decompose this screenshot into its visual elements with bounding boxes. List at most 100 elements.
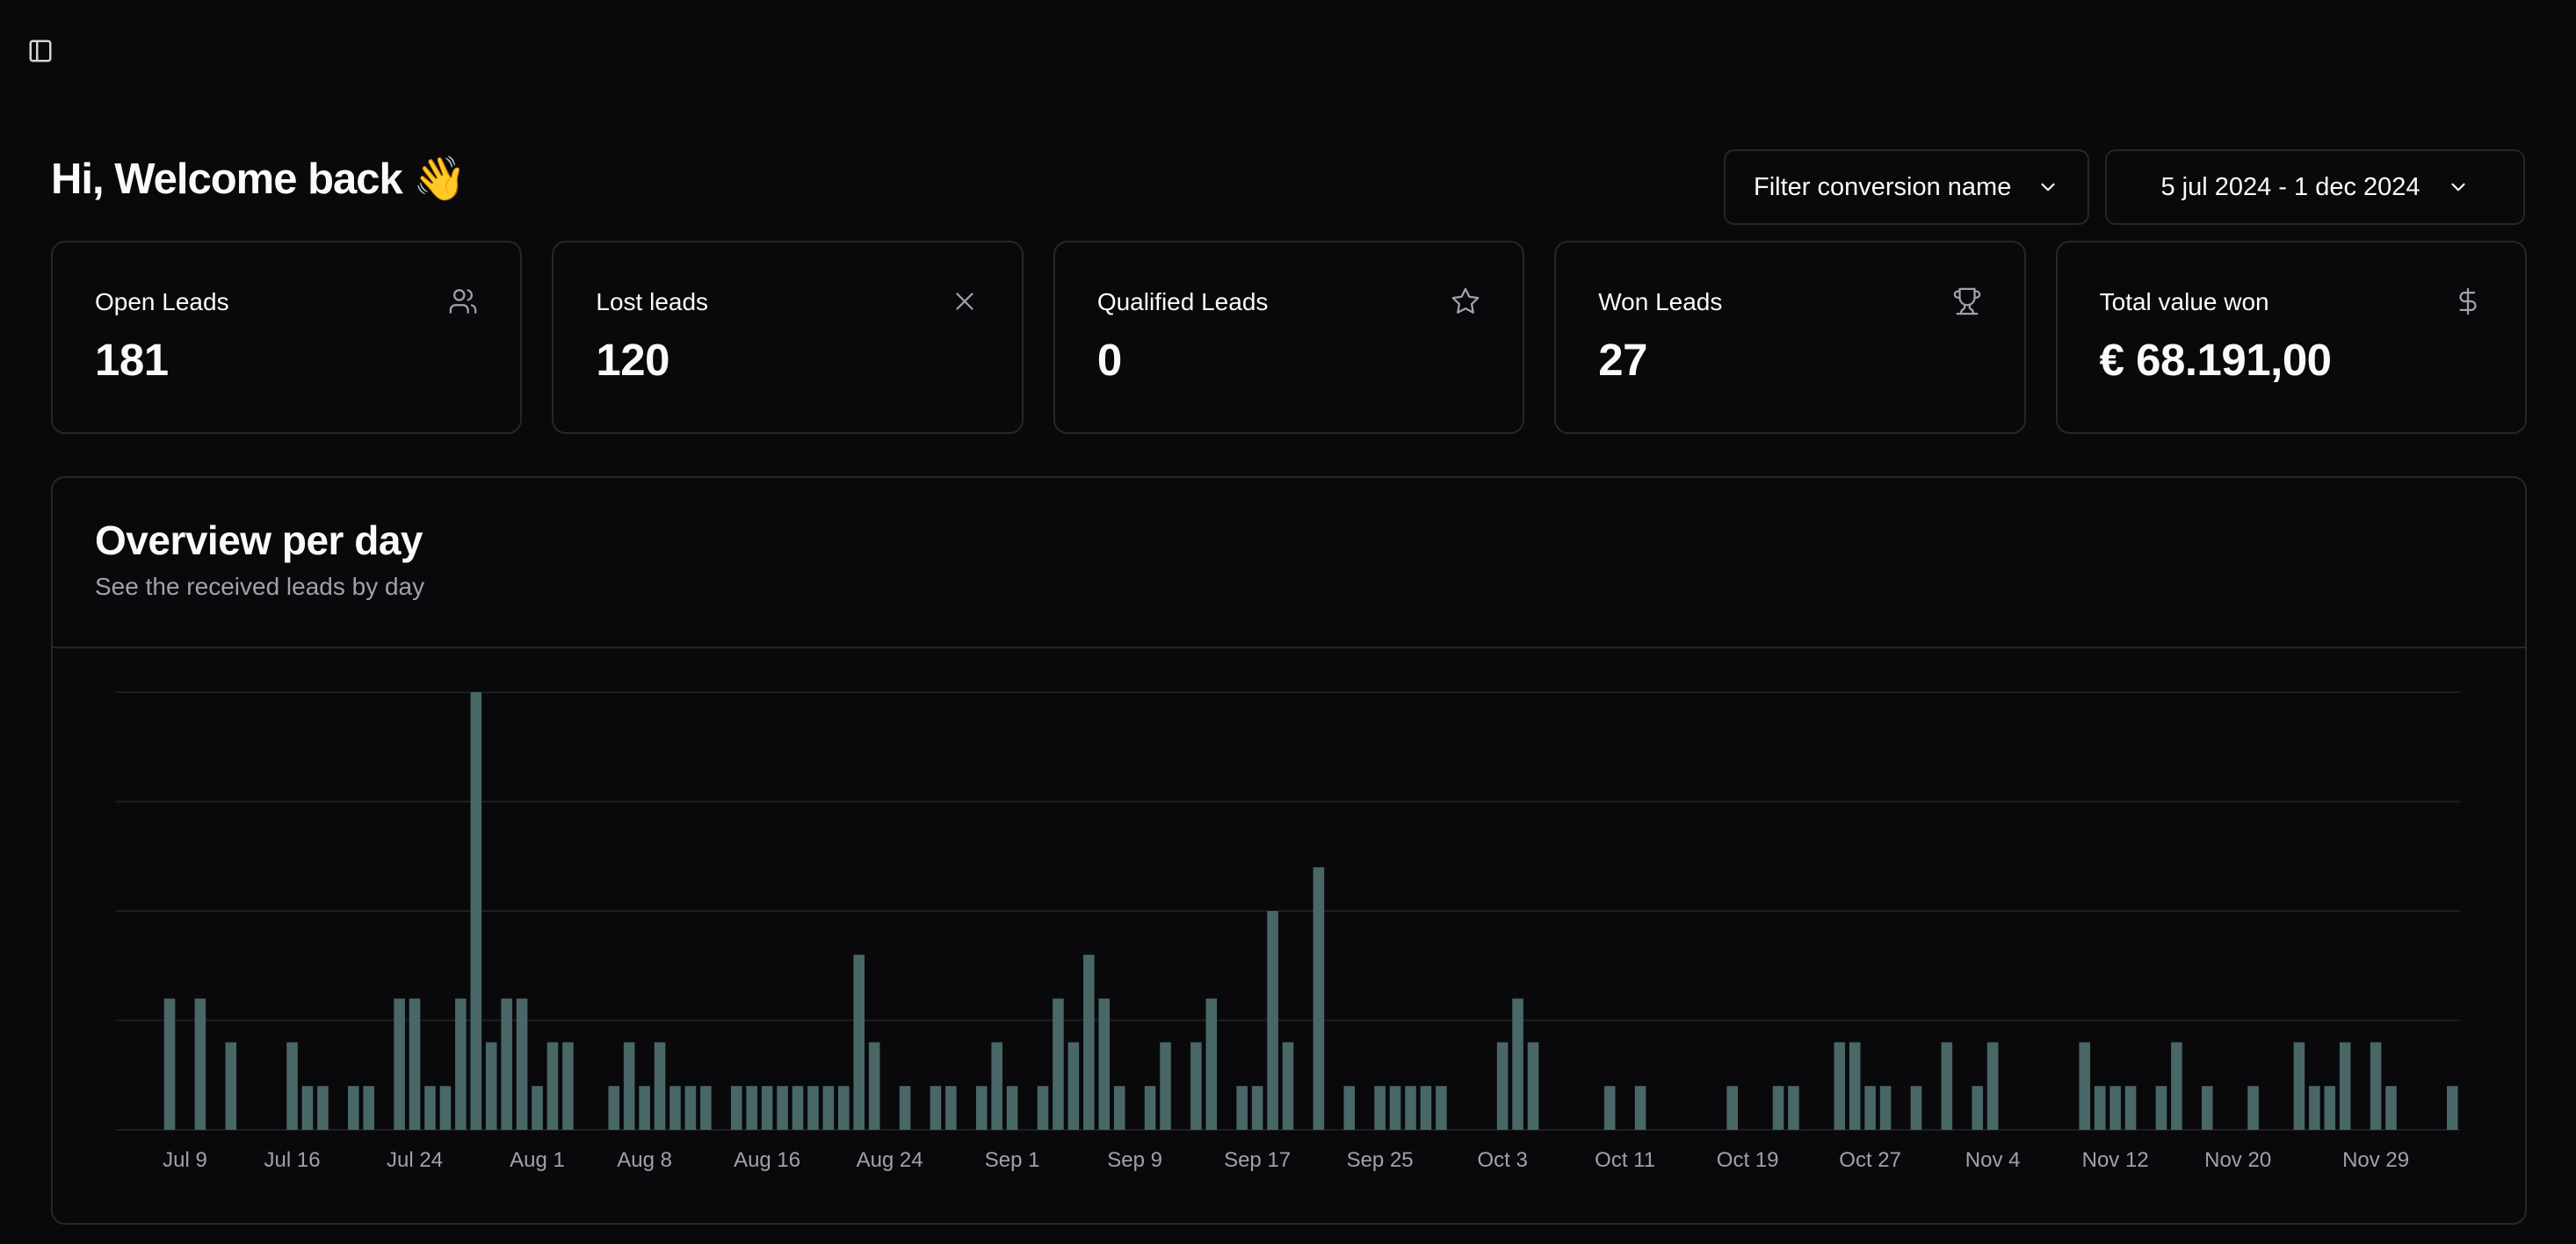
chart-bar[interactable] [562, 1042, 574, 1130]
chart-bar[interactable] [2079, 1042, 2091, 1130]
chart-bar[interactable] [1037, 1086, 1049, 1130]
x-tick-label: Jul 24 [387, 1148, 443, 1172]
chart-bar[interactable] [654, 1042, 666, 1130]
chart-bar[interactable] [394, 998, 405, 1130]
chart-bar[interactable] [761, 1086, 773, 1130]
chart-bar[interactable] [1251, 1086, 1263, 1130]
chart-bar[interactable] [822, 1086, 835, 1130]
chart-bar[interactable] [1343, 1086, 1356, 1130]
chart-bar[interactable] [439, 1086, 452, 1130]
filter-conversion-select[interactable]: Filter conversion name [1724, 149, 2089, 225]
chart-bar[interactable] [838, 1086, 850, 1130]
chart-bar[interactable] [1267, 911, 1278, 1130]
chart-bar[interactable] [301, 1086, 314, 1130]
chart-bar[interactable] [1313, 867, 1325, 1130]
chart-bar[interactable] [1941, 1042, 1953, 1130]
chart-bar[interactable] [1496, 1042, 1509, 1130]
chart-bar[interactable] [1849, 1042, 1861, 1130]
date-range-select[interactable]: 5 jul 2024 - 1 dec 2024 [2105, 149, 2525, 225]
chart-bar[interactable] [639, 1086, 650, 1130]
chart-bar[interactable] [623, 1042, 635, 1130]
chart-bar[interactable] [1067, 1042, 1080, 1130]
chart-bar[interactable] [684, 1086, 697, 1130]
chart-bar[interactable] [2124, 1086, 2137, 1130]
chart-bar[interactable] [501, 998, 512, 1130]
chart-bar[interactable] [730, 1086, 742, 1130]
chart-bar[interactable] [930, 1086, 942, 1130]
chart-bar[interactable] [1879, 1086, 1892, 1130]
chart-bar[interactable] [363, 1086, 375, 1130]
chart-bar[interactable] [2155, 1086, 2167, 1130]
chart-bar[interactable] [2109, 1086, 2121, 1130]
chart-bar[interactable] [1972, 1086, 1983, 1130]
sidebar-toggle-icon[interactable] [26, 37, 54, 65]
chart-bar[interactable] [1634, 1086, 1646, 1130]
chart-bar[interactable] [1726, 1086, 1738, 1130]
chart-bar[interactable] [286, 1042, 298, 1130]
chart-bar[interactable] [1374, 1086, 1386, 1130]
stat-value: € 68.191,00 [2099, 335, 2332, 385]
chart-bar[interactable] [2202, 1086, 2213, 1130]
chart-bar[interactable] [1864, 1086, 1876, 1130]
chart-bar[interactable] [194, 998, 206, 1130]
chart-bar[interactable] [1053, 998, 1064, 1130]
chart-bar[interactable] [2309, 1086, 2320, 1130]
chart-bar[interactable] [991, 1042, 1002, 1130]
chart-bar[interactable] [2171, 1042, 2182, 1130]
chart-bar[interactable] [2385, 1086, 2397, 1130]
chart-bar[interactable] [1190, 1042, 1202, 1130]
chart-bar[interactable] [1144, 1086, 1156, 1130]
chart-bar[interactable] [424, 1086, 436, 1130]
chart-bar[interactable] [868, 1042, 880, 1130]
chart-bar[interactable] [700, 1086, 712, 1130]
chart-bar[interactable] [485, 1042, 497, 1130]
chart-bar[interactable] [1527, 1042, 1539, 1130]
chart-bar[interactable] [1986, 1042, 1999, 1130]
chart-bar[interactable] [1205, 998, 1218, 1130]
chart-bar[interactable] [1910, 1086, 1922, 1130]
chart-bar[interactable] [1405, 1086, 1416, 1130]
chart-bar[interactable] [1083, 954, 1095, 1130]
chart-bar[interactable] [792, 1086, 804, 1130]
chart-bar[interactable] [746, 1086, 757, 1130]
chart-bar[interactable] [348, 1086, 359, 1130]
chart-bar[interactable] [1603, 1086, 1616, 1130]
chart-bar[interactable] [2447, 1086, 2458, 1130]
chart-bar[interactable] [1420, 1086, 1432, 1130]
chart-bar[interactable] [1006, 1086, 1018, 1130]
chart-bar[interactable] [1113, 1086, 1125, 1130]
chart-bar[interactable] [409, 998, 421, 1130]
chart-bar[interactable] [516, 998, 528, 1130]
chart-bar[interactable] [2370, 1042, 2382, 1130]
chart-bar[interactable] [945, 1086, 957, 1130]
chart-bar[interactable] [807, 1086, 819, 1130]
chart-bar[interactable] [777, 1086, 788, 1130]
chart-bar[interactable] [2094, 1086, 2106, 1130]
chart-bar[interactable] [1098, 998, 1111, 1130]
chart-bar[interactable] [1772, 1086, 1784, 1130]
chart-bar[interactable] [1236, 1086, 1248, 1130]
chart-bar[interactable] [1282, 1042, 1294, 1130]
chart-bar[interactable] [899, 1086, 911, 1130]
chart-bar[interactable] [225, 1042, 237, 1130]
chart-bar[interactable] [2247, 1086, 2259, 1130]
chart-bar[interactable] [1389, 1086, 1401, 1130]
chart-bar[interactable] [1834, 1042, 1846, 1130]
chart-bar[interactable] [975, 1086, 988, 1130]
chart-bar[interactable] [1436, 1086, 1447, 1130]
chart-bar[interactable] [470, 692, 482, 1130]
chart-bar[interactable] [1512, 998, 1523, 1130]
chart-bar[interactable] [1788, 1086, 1799, 1130]
chart-bar[interactable] [317, 1086, 329, 1130]
chart-bar[interactable] [853, 954, 865, 1130]
chart-bar[interactable] [163, 998, 176, 1130]
chart-bar[interactable] [608, 1086, 620, 1130]
chart-bar[interactable] [532, 1086, 543, 1130]
chart-bar[interactable] [2293, 1042, 2305, 1130]
chart-bar[interactable] [2339, 1042, 2351, 1130]
chart-bar[interactable] [546, 1042, 559, 1130]
chart-bar[interactable] [455, 998, 467, 1130]
chart-bar[interactable] [1160, 1042, 1171, 1130]
chart-bar[interactable] [669, 1086, 681, 1130]
chart-bar[interactable] [2324, 1086, 2336, 1130]
